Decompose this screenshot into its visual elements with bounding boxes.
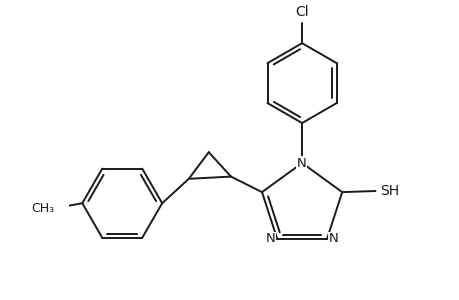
Text: N: N (296, 157, 306, 170)
Text: CH₃: CH₃ (31, 202, 55, 215)
Text: N: N (328, 232, 338, 245)
Text: N: N (265, 232, 274, 245)
Text: SH: SH (379, 184, 398, 198)
Text: Cl: Cl (295, 5, 308, 19)
